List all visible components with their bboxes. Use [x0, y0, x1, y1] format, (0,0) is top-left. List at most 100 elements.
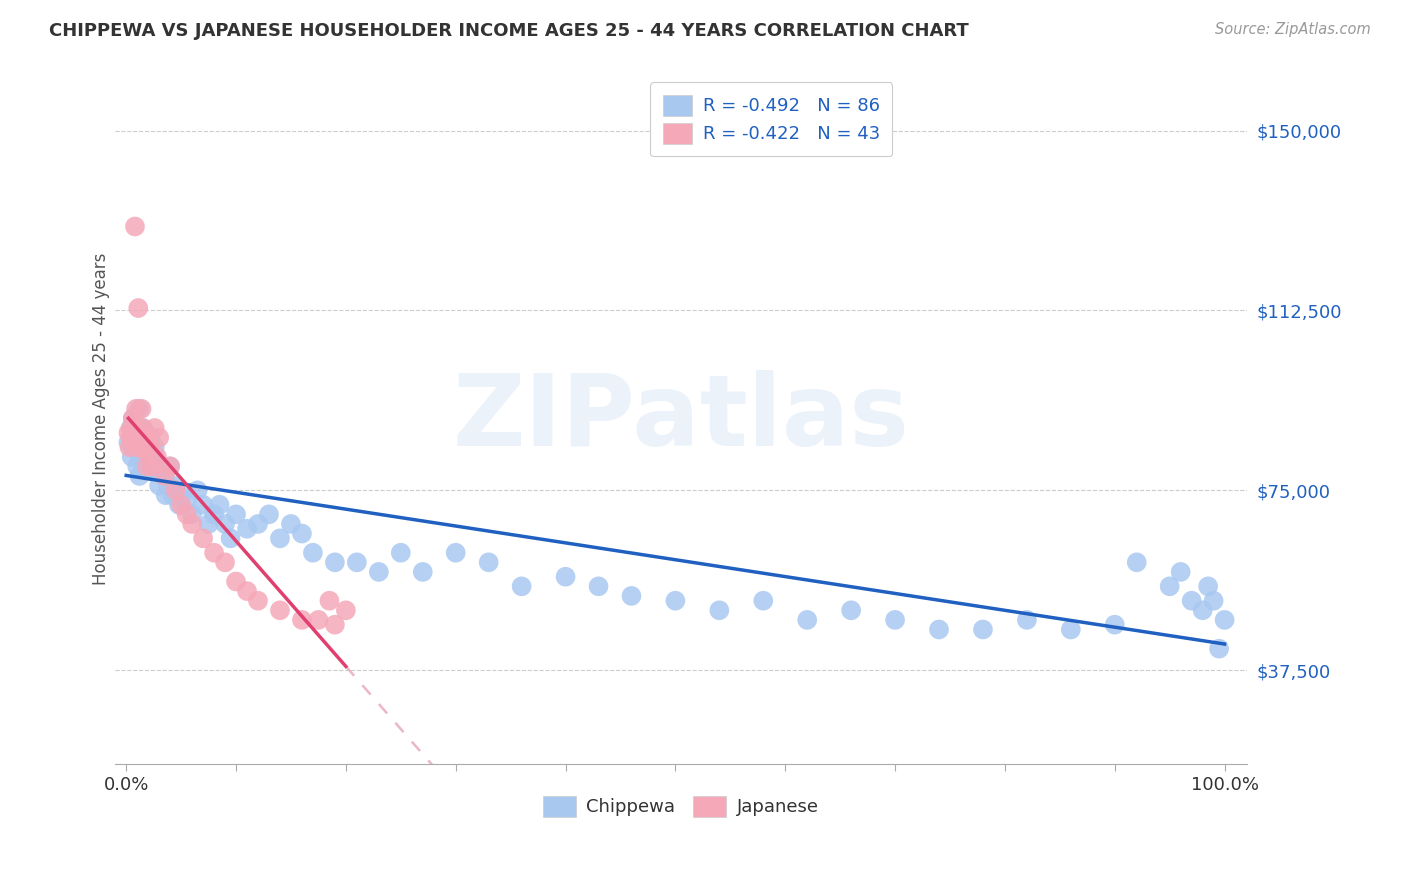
Point: [131, 401, 153, 416]
Point: [1181, 593, 1204, 607]
Point: [323, 555, 346, 569]
Point: [148, 478, 170, 492]
Point: [367, 565, 389, 579]
Point: [478, 555, 501, 569]
Point: [121, 411, 143, 425]
Point: [118, 440, 141, 454]
Point: [307, 613, 329, 627]
Point: [257, 508, 280, 522]
Point: [127, 421, 149, 435]
Point: [928, 623, 950, 637]
Point: [135, 445, 157, 459]
Point: [143, 421, 166, 435]
Point: [796, 613, 818, 627]
Point: [150, 459, 173, 474]
Point: [136, 440, 159, 454]
Point: [127, 445, 149, 459]
Point: [132, 440, 155, 454]
Point: [664, 593, 686, 607]
Point: [202, 546, 225, 560]
Point: [139, 440, 162, 454]
Point: [1213, 613, 1236, 627]
Point: [170, 488, 193, 502]
Point: [159, 459, 181, 474]
Point: [122, 435, 145, 450]
Point: [128, 469, 150, 483]
Point: [1202, 593, 1225, 607]
Point: [247, 516, 270, 531]
Point: [191, 532, 214, 546]
Point: [1197, 579, 1219, 593]
Legend: Chippewa, Japanese: Chippewa, Japanese: [536, 789, 825, 824]
Text: Source: ZipAtlas.com: Source: ZipAtlas.com: [1215, 22, 1371, 37]
Point: [122, 425, 145, 440]
Point: [709, 603, 731, 617]
Point: [214, 555, 236, 569]
Point: [412, 565, 434, 579]
Point: [136, 431, 159, 445]
Point: [143, 440, 166, 454]
Point: [131, 421, 153, 435]
Point: [1104, 617, 1126, 632]
Point: [131, 421, 153, 435]
Point: [159, 459, 181, 474]
Point: [146, 450, 169, 464]
Point: [127, 459, 149, 474]
Point: [132, 459, 155, 474]
Point: [120, 421, 142, 435]
Point: [1125, 555, 1147, 569]
Point: [302, 546, 325, 560]
Point: [131, 450, 153, 464]
Point: [170, 498, 193, 512]
Point: [208, 498, 231, 512]
Point: [138, 454, 160, 468]
Point: [167, 498, 190, 512]
Point: [554, 570, 576, 584]
Text: CHIPPEWA VS JAPANESE HOUSEHOLDER INCOME AGES 25 - 44 YEARS CORRELATION CHART: CHIPPEWA VS JAPANESE HOUSEHOLDER INCOME …: [49, 22, 969, 40]
Point: [129, 435, 152, 450]
Point: [1170, 565, 1192, 579]
Point: [127, 431, 149, 445]
Point: [280, 516, 302, 531]
Point: [165, 478, 187, 492]
Point: [134, 431, 156, 445]
Point: [121, 450, 143, 464]
Point: [152, 469, 174, 483]
Text: ZIPatlas: ZIPatlas: [453, 370, 910, 467]
Point: [1015, 613, 1038, 627]
Y-axis label: Householder Income Ages 25 - 44 years: Householder Income Ages 25 - 44 years: [93, 252, 110, 584]
Point: [510, 579, 533, 593]
Point: [124, 440, 146, 454]
Point: [269, 532, 291, 546]
Point: [127, 440, 149, 454]
Point: [136, 459, 159, 474]
Point: [1208, 641, 1230, 656]
Point: [162, 488, 184, 502]
Point: [236, 522, 259, 536]
Point: [752, 593, 775, 607]
Point: [219, 532, 242, 546]
Point: [142, 459, 165, 474]
Point: [153, 469, 176, 483]
Point: [236, 584, 259, 599]
Point: [444, 546, 467, 560]
Point: [1060, 623, 1083, 637]
Point: [124, 219, 146, 234]
Point: [148, 431, 170, 445]
Point: [142, 464, 165, 478]
Point: [225, 508, 247, 522]
Point: [136, 464, 159, 478]
Point: [125, 401, 148, 416]
Point: [884, 613, 907, 627]
Point: [187, 483, 209, 498]
Point: [972, 623, 994, 637]
Point: [1159, 579, 1181, 593]
Point: [181, 508, 204, 522]
Point: [181, 516, 204, 531]
Point: [125, 421, 148, 435]
Point: [146, 459, 169, 474]
Point: [225, 574, 247, 589]
Point: [1191, 603, 1213, 617]
Point: [335, 603, 357, 617]
Point: [139, 431, 162, 445]
